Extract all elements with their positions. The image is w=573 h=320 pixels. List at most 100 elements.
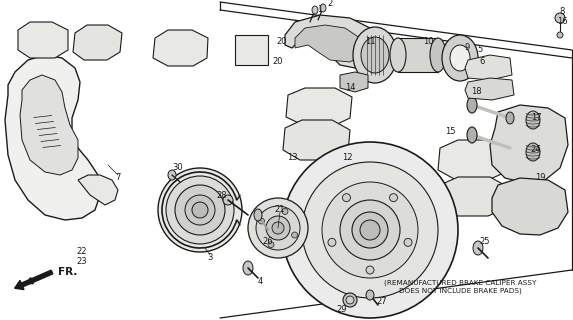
Ellipse shape [185,195,215,225]
Ellipse shape [266,216,290,240]
Ellipse shape [346,296,354,304]
Text: 3: 3 [207,253,213,262]
Text: 9: 9 [464,44,470,52]
Polygon shape [5,55,100,220]
Ellipse shape [272,222,284,234]
Ellipse shape [360,220,380,240]
Ellipse shape [555,13,565,23]
Ellipse shape [352,212,388,248]
Text: 20: 20 [277,37,287,46]
Polygon shape [73,25,122,60]
Ellipse shape [175,185,225,235]
Ellipse shape [343,194,351,202]
Ellipse shape [268,242,274,248]
Ellipse shape [248,198,308,258]
Ellipse shape [256,206,300,250]
Ellipse shape [254,209,262,221]
Polygon shape [283,120,350,160]
Text: 25: 25 [480,237,490,246]
Text: 13: 13 [286,154,297,163]
Ellipse shape [390,38,406,72]
Ellipse shape [361,37,389,73]
Ellipse shape [322,182,418,278]
Text: 23: 23 [77,258,87,267]
Ellipse shape [404,238,412,246]
Ellipse shape [526,143,540,161]
Text: 7: 7 [115,173,121,182]
Text: 10: 10 [423,37,433,46]
Polygon shape [492,178,568,235]
Polygon shape [438,140,508,180]
Ellipse shape [340,200,400,260]
Ellipse shape [243,261,253,275]
Text: 20: 20 [273,58,283,67]
Text: 8: 8 [559,7,564,17]
Polygon shape [286,88,352,126]
Ellipse shape [166,176,234,244]
Ellipse shape [258,218,264,224]
Text: 15: 15 [445,127,456,137]
Ellipse shape [366,290,374,300]
Text: 1: 1 [317,4,323,13]
Polygon shape [153,30,208,66]
Polygon shape [18,22,68,58]
Ellipse shape [450,45,470,71]
Text: 12: 12 [342,154,352,163]
Text: 18: 18 [470,87,481,97]
Ellipse shape [282,142,458,318]
Ellipse shape [343,293,357,307]
Ellipse shape [223,195,233,205]
Ellipse shape [390,194,398,202]
Ellipse shape [292,232,297,238]
Ellipse shape [282,208,288,214]
Text: 30: 30 [172,164,183,172]
Text: 16: 16 [557,18,567,27]
Text: 2: 2 [327,0,332,7]
Ellipse shape [506,112,514,124]
Polygon shape [340,72,368,92]
Ellipse shape [168,170,176,180]
Polygon shape [490,105,568,183]
Ellipse shape [328,238,336,246]
Polygon shape [20,75,78,175]
Ellipse shape [467,97,477,113]
Polygon shape [465,78,514,100]
Text: 28: 28 [217,191,227,201]
Ellipse shape [312,6,318,14]
Ellipse shape [442,35,478,81]
Ellipse shape [557,32,563,38]
Ellipse shape [320,4,326,12]
Text: 24: 24 [531,146,541,155]
Text: 14: 14 [345,84,355,92]
Text: 17: 17 [531,114,541,123]
Text: 11: 11 [365,37,375,46]
Ellipse shape [473,241,483,255]
Text: 27: 27 [376,298,387,307]
Polygon shape [285,15,375,68]
Text: (REMANUFACTURED BRAKE CALIPER ASSY
DOES NOT INCLUDE BRAKE PADS): (REMANUFACTURED BRAKE CALIPER ASSY DOES … [384,280,536,294]
Polygon shape [78,175,118,205]
Text: 5: 5 [477,45,482,54]
Text: 19: 19 [535,173,545,182]
Polygon shape [465,55,512,80]
Ellipse shape [467,127,477,143]
Polygon shape [235,35,268,65]
Text: 4: 4 [257,277,262,286]
FancyArrow shape [15,270,53,290]
Ellipse shape [430,38,446,72]
Text: 22: 22 [77,247,87,257]
Polygon shape [438,177,508,216]
Text: 26: 26 [262,237,273,246]
Ellipse shape [302,162,438,298]
Text: 29: 29 [337,306,347,315]
Text: FR.: FR. [58,267,78,277]
Ellipse shape [192,202,208,218]
Ellipse shape [526,111,540,129]
Ellipse shape [353,27,397,83]
Ellipse shape [158,168,242,252]
Polygon shape [398,38,438,72]
Ellipse shape [366,266,374,274]
Text: 6: 6 [479,58,485,67]
Polygon shape [295,25,362,62]
Text: 21: 21 [274,205,285,214]
